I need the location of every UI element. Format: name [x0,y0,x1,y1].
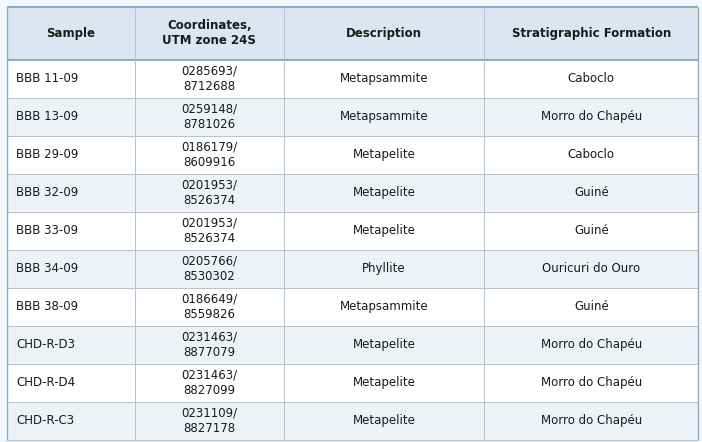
Text: Coordinates,
UTM zone 24S: Coordinates, UTM zone 24S [162,19,256,47]
Text: Morro do Chapéu: Morro do Chapéu [541,110,642,123]
Text: 0231109/
8827178: 0231109/ 8827178 [181,407,237,435]
Text: BBB 11-09: BBB 11-09 [16,72,79,85]
Bar [284,98,484,136]
Text: 0231463/
8827099: 0231463/ 8827099 [181,369,237,397]
Bar [284,136,484,174]
Bar [135,174,284,212]
Text: 0259148/
8781026: 0259148/ 8781026 [181,103,237,131]
Bar [484,402,698,440]
Text: 0201953/
8526374: 0201953/ 8526374 [181,217,237,245]
Text: Metapsammite: Metapsammite [340,110,428,123]
Text: CHD-R-D3: CHD-R-D3 [16,338,75,351]
Text: 0186649/
8559826: 0186649/ 8559826 [181,293,237,321]
Bar [7,98,135,136]
Bar [284,7,484,60]
Bar [284,288,484,326]
Bar [7,364,135,402]
Bar [284,174,484,212]
Bar [135,288,284,326]
Bar [135,7,284,60]
Bar [7,402,135,440]
Bar [484,364,698,402]
Bar [484,174,698,212]
Bar [484,98,698,136]
Text: Stratigraphic Formation: Stratigraphic Formation [512,27,671,40]
Bar [135,98,284,136]
Bar [135,402,284,440]
Text: CHD-R-D4: CHD-R-D4 [16,376,75,389]
Bar [484,60,698,98]
Bar [7,288,135,326]
Text: Metapsammite: Metapsammite [340,72,428,85]
Text: Metapelite: Metapelite [352,186,416,199]
Text: BBB 32-09: BBB 32-09 [16,186,79,199]
Bar [7,326,135,364]
Text: Morro do Chapéu: Morro do Chapéu [541,338,642,351]
Bar [284,364,484,402]
Bar [284,250,484,288]
Text: 0201953/
8526374: 0201953/ 8526374 [181,179,237,207]
Text: BBB 38-09: BBB 38-09 [16,300,78,313]
Text: Morro do Chapéu: Morro do Chapéu [541,414,642,427]
Text: Caboclo: Caboclo [568,148,615,161]
Text: BBB 29-09: BBB 29-09 [16,148,79,161]
Bar [484,326,698,364]
Bar [135,326,284,364]
Bar [284,212,484,250]
Text: 0205766/
8530302: 0205766/ 8530302 [181,255,237,283]
Bar [484,288,698,326]
Bar [135,364,284,402]
Text: Metapelite: Metapelite [352,224,416,237]
Text: Caboclo: Caboclo [568,72,615,85]
Text: BBB 33-09: BBB 33-09 [16,224,78,237]
Text: CHD-R-C3: CHD-R-C3 [16,414,74,427]
Text: Guiné: Guiné [574,186,609,199]
Bar [135,212,284,250]
Text: BBB 34-09: BBB 34-09 [16,262,79,275]
Bar [7,250,135,288]
Text: Guiné: Guiné [574,224,609,237]
Text: Description: Description [346,27,422,40]
Text: Metapelite: Metapelite [352,338,416,351]
Text: Metapelite: Metapelite [352,414,416,427]
Text: 0186179/
8609916: 0186179/ 8609916 [181,141,237,169]
Text: 0231463/
8877079: 0231463/ 8877079 [181,331,237,359]
Bar [7,7,135,60]
Text: Sample: Sample [46,27,95,40]
Text: Ouricuri do Ouro: Ouricuri do Ouro [542,262,640,275]
Bar [484,7,698,60]
Bar [7,136,135,174]
Bar [484,212,698,250]
Text: Phyllite: Phyllite [362,262,406,275]
Bar [7,174,135,212]
Text: Morro do Chapéu: Morro do Chapéu [541,376,642,389]
Bar [7,212,135,250]
Text: Metapsammite: Metapsammite [340,300,428,313]
Text: BBB 13-09: BBB 13-09 [16,110,79,123]
Bar [7,60,135,98]
Text: Guiné: Guiné [574,300,609,313]
Text: Metapelite: Metapelite [352,376,416,389]
Bar [284,326,484,364]
Text: Metapelite: Metapelite [352,148,416,161]
Bar [284,402,484,440]
Bar [135,250,284,288]
Bar [284,60,484,98]
Bar [135,60,284,98]
Bar [484,250,698,288]
Bar [484,136,698,174]
Bar [135,136,284,174]
Text: 0285693/
8712688: 0285693/ 8712688 [181,65,237,93]
